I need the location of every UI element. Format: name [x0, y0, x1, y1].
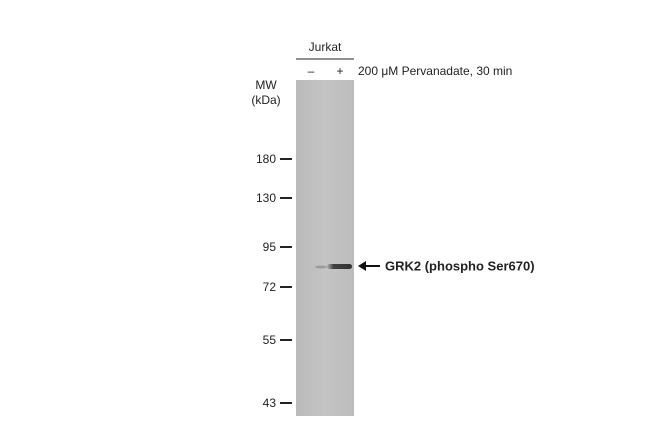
arrow-head [358, 261, 366, 271]
gel-lane [296, 80, 354, 416]
lane-label: + [336, 64, 343, 78]
mw-unit: (kDa) [251, 93, 280, 107]
mw-label: MW [255, 78, 277, 92]
lane-label: – [308, 64, 315, 78]
marker-label: 130 [256, 191, 276, 205]
faint-band [315, 265, 327, 269]
marker-label: 95 [263, 240, 277, 254]
sample-label: Jurkat [309, 40, 342, 54]
band-label: GRK2 (phospho Ser670) [385, 258, 535, 273]
marker-label: 180 [256, 152, 276, 166]
treatment-label: 200 μM Pervanadate, 30 min [358, 64, 512, 78]
marker-label: 55 [263, 333, 277, 347]
marker-ladder: 180 130 95 72 55 43 [256, 152, 292, 410]
band [327, 264, 352, 269]
marker-label: 72 [263, 280, 277, 294]
marker-label: 43 [263, 396, 277, 410]
